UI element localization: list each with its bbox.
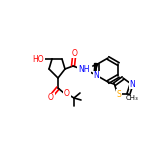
Text: O: O [64,88,70,97]
Text: N: N [130,80,135,89]
Text: CH₃: CH₃ [126,95,139,101]
Text: NH: NH [78,66,90,74]
Text: S: S [116,90,121,99]
Text: N: N [94,71,99,81]
Text: HO: HO [32,55,44,64]
Text: O: O [48,93,54,102]
Text: O: O [72,48,78,57]
